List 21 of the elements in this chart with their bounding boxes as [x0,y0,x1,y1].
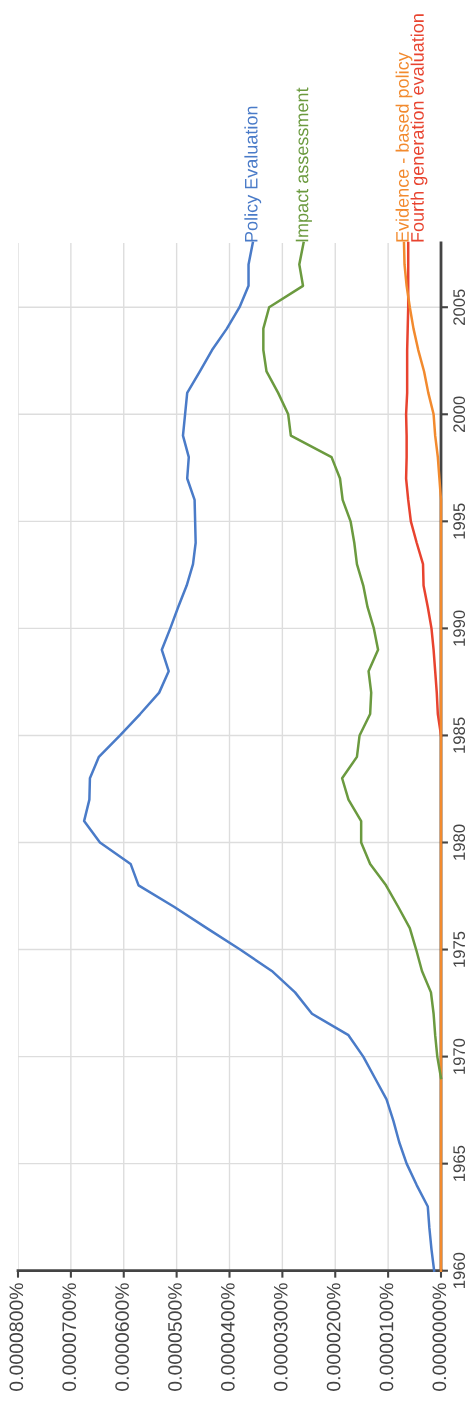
y-tick-label: 1975 [453,931,466,967]
x-tick-label: 0.0000000% [432,1283,447,1391]
y-tick-label: 1985 [453,717,466,753]
x-tick-label: 0.0000600% [115,1283,129,1391]
y-tick-label: 1965 [453,1145,466,1181]
y-tick-label: 1990 [453,610,466,646]
x-tick-label: 0.0000200% [326,1283,341,1391]
y-tick-label: 1960 [453,1252,466,1288]
x-tick-label: 0.0000400% [220,1283,235,1391]
y-tick-label: 1995 [453,503,466,539]
text: Impact assessment [295,87,312,242]
y-tick-label: 2000 [453,396,466,432]
x-tick-label: 0.0000800% [9,1283,24,1391]
y-tick-label: 2005 [453,289,466,325]
text: Policy Evaluation [244,106,262,242]
x-tick-label: 0.0000700% [62,1283,77,1391]
y-tick-label: 1980 [453,824,466,860]
x-tick-label: 0.0000300% [273,1283,288,1391]
y-tick-label: 1970 [453,1038,466,1074]
x-tick-label: 0.0000100% [379,1283,394,1391]
x-tick-label: 0.0000500% [168,1283,182,1391]
